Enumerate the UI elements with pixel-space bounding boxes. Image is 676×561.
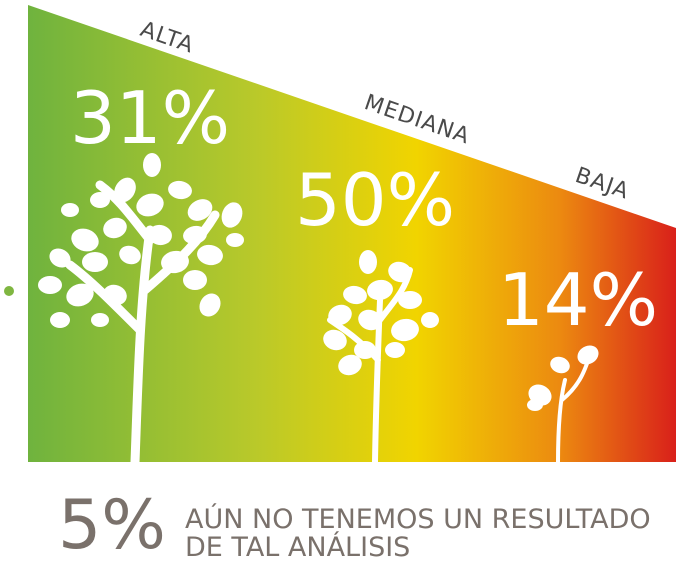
leaf	[61, 203, 79, 217]
footnote-text: DE TAL ANÁLISIS	[185, 531, 410, 561]
leaf	[226, 233, 244, 247]
leaf	[143, 153, 161, 177]
level-value: 50%	[295, 158, 455, 242]
footnote-text: AÚN NO TENEMOS UN RESULTADO	[185, 503, 651, 535]
leaf	[50, 312, 70, 328]
footnote-value: 5%	[58, 486, 166, 561]
leaf	[91, 313, 109, 327]
dot	[4, 286, 14, 296]
leaf	[82, 252, 108, 272]
leaf	[385, 342, 405, 358]
leaf	[90, 192, 110, 208]
leaf	[183, 270, 207, 290]
leaf	[398, 291, 422, 309]
level-value: 14%	[498, 258, 658, 342]
level-value: 31%	[70, 76, 230, 160]
leaf	[38, 276, 62, 294]
infographic: ALTA MEDIANA BAJA 31% 50% 14% 5% AÚN NO …	[0, 0, 676, 561]
leaf	[527, 399, 543, 411]
leaf	[421, 312, 439, 328]
leaf	[359, 250, 377, 274]
